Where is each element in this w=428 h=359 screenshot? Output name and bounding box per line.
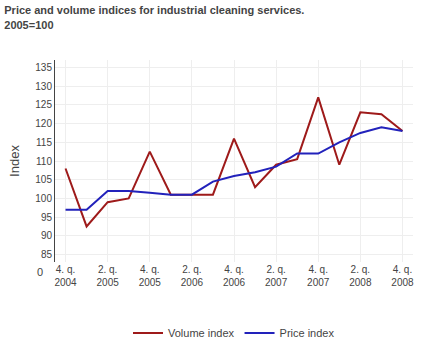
svg-text:115: 115 [36,137,52,148]
svg-text:120: 120 [35,118,52,129]
svg-text:4. q.2005: 4. q.2005 [139,264,162,288]
svg-text:130: 130 [35,81,52,92]
svg-text:Price and volume indices for i: Price and volume indices for industrial … [4,4,304,30]
svg-text:100: 100 [35,193,52,204]
svg-text:95: 95 [41,212,53,223]
svg-text:110: 110 [36,156,52,167]
svg-text:4. q.2006: 4. q.2006 [223,264,246,288]
svg-text:4. q.2004: 4. q.2004 [54,264,77,288]
svg-text:Volume index: Volume index [168,327,235,339]
svg-text:105: 105 [35,174,52,185]
svg-text:4. q.2007: 4. q.2007 [307,264,330,288]
svg-text:Price index: Price index [280,327,335,339]
svg-text:135: 135 [35,62,52,73]
svg-text:Index: Index [7,145,22,177]
svg-text:85: 85 [41,249,53,260]
svg-text:2. q.2005: 2. q.2005 [97,264,120,288]
svg-text:0: 0 [37,266,43,278]
svg-text:125: 125 [35,99,52,110]
svg-text:90: 90 [41,230,53,241]
svg-text:4. q.2008: 4. q.2008 [391,264,414,288]
svg-text:2. q.2008: 2. q.2008 [349,264,372,288]
svg-text:2. q.2007: 2. q.2007 [265,264,288,288]
svg-text:2. q.2006: 2. q.2006 [181,264,204,288]
